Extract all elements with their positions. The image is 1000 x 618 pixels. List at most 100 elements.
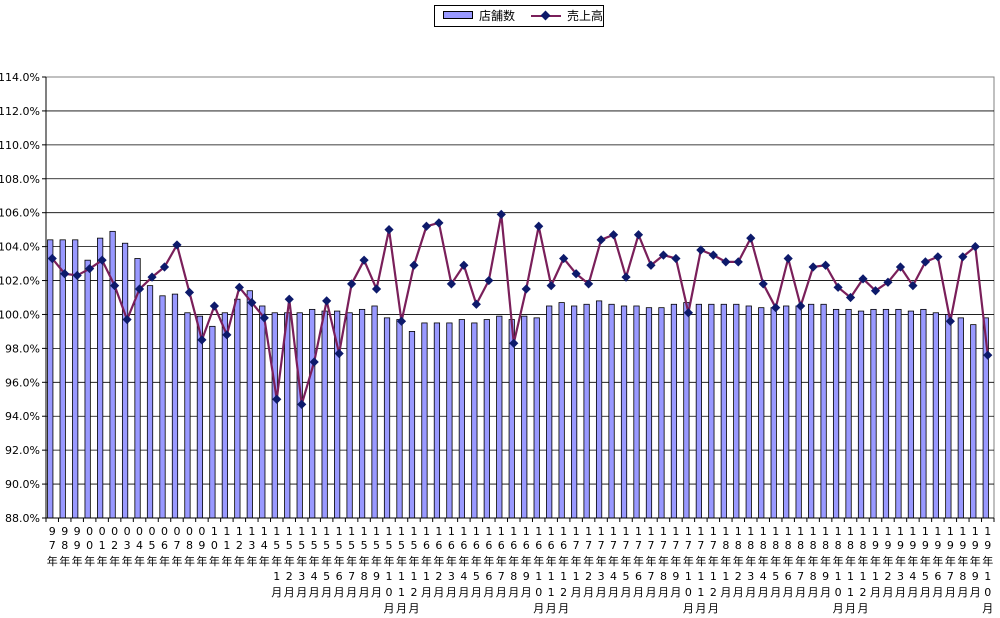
x-tick-label: 1	[685, 570, 692, 583]
x-tick-label: 9	[922, 539, 929, 552]
y-axis: 88.0% 90.0% 92.0% 94.0% 96.0% 98.0% 100.0% 102.…	[0, 71, 47, 525]
x-tick-label: 月	[371, 586, 382, 599]
x-tick-label: 1	[847, 525, 854, 538]
bar-stores	[558, 302, 565, 519]
x-tick-label: 5	[398, 539, 405, 552]
x-tick-label: 0	[835, 586, 842, 599]
x-tick-label: 1	[835, 570, 842, 583]
x-tick-label: 8	[847, 539, 854, 552]
x-tick-label: 6	[548, 539, 555, 552]
x-tick-label: 4	[760, 570, 767, 583]
bar-stores	[857, 310, 865, 519]
x-tick-label: 1	[398, 570, 405, 583]
x-tick-label: 1	[535, 570, 542, 583]
x-tick-label: 1	[835, 525, 842, 538]
sales-marker	[359, 255, 369, 265]
x-tick-label: 1	[623, 525, 630, 538]
bar-stores	[508, 319, 515, 519]
x-tick-label: 8	[735, 539, 742, 552]
sales-marker	[608, 230, 619, 240]
x-tick-label: 月	[720, 586, 731, 599]
x-tick-label: 0	[86, 525, 93, 538]
bar-stores	[645, 307, 653, 519]
sales-marker	[409, 260, 419, 270]
x-tick-label: 月	[546, 602, 557, 615]
x-tick-label: 年	[122, 554, 133, 568]
x-tick-label: 0	[124, 525, 131, 538]
x-tick-label: 8	[822, 539, 829, 552]
x-tick-label: 8	[61, 539, 68, 552]
x-tick-label: 月	[296, 586, 307, 599]
x-tick-label: 9	[373, 570, 380, 583]
bar-stores	[196, 315, 204, 519]
x-tick-label: 9	[959, 539, 966, 552]
x-tick-label: 9	[872, 539, 879, 552]
x-tick-label: 9	[61, 525, 68, 538]
x-tick-label: 1	[548, 586, 555, 599]
x-tick-label: 年	[259, 554, 270, 568]
x-tick-label: 1	[872, 570, 879, 583]
x-tick-label: 2	[286, 570, 293, 583]
x-tick-label: 2	[435, 570, 442, 583]
sales-marker	[122, 314, 132, 325]
x-tick-label: 年	[421, 554, 432, 568]
x-tick-label: 9	[74, 539, 81, 552]
y-tick-label: 94.0%	[5, 410, 40, 423]
sales-marker	[621, 272, 631, 282]
x-tick-label: 年	[870, 554, 881, 568]
x-tick-label: 年	[695, 554, 706, 568]
x-tick-label: 年	[833, 554, 844, 568]
bar-stores	[845, 308, 852, 519]
x-tick-label: 年	[496, 554, 507, 568]
sales-marker	[509, 338, 519, 348]
x-tick-label: 月	[558, 602, 569, 615]
x-tick-label: 7	[610, 539, 617, 552]
x-tick-label: 9	[49, 525, 56, 538]
x-tick-label: 5	[410, 539, 417, 552]
x-tick-label: 月	[496, 586, 507, 599]
y-tick-label: 90.0%	[5, 478, 40, 491]
x-tick-label: 月	[808, 586, 819, 599]
sales-marker	[247, 297, 257, 308]
x-tick-label: 年	[533, 554, 544, 568]
x-tick-label: 年	[558, 554, 569, 568]
x-tick-label: 1	[273, 525, 280, 538]
x-tick-label: 1	[722, 570, 729, 583]
x-tick-label: 0	[86, 539, 93, 552]
x-tick-label: 1	[697, 586, 704, 599]
x-tick-label: 1	[984, 525, 991, 538]
bar-stores	[483, 319, 490, 519]
x-tick-label: 年	[72, 554, 83, 568]
x-tick-label: 1	[934, 525, 941, 538]
y-tick-label: 112.0%	[0, 105, 40, 118]
x-tick-label: 月	[957, 586, 968, 599]
x-tick-label: 年	[820, 554, 831, 568]
x-tick-label: 年	[284, 554, 295, 568]
x-tick-label: 5	[386, 539, 393, 552]
x-tick-label: 8	[785, 539, 792, 552]
x-tick-label: 1	[785, 525, 792, 538]
x-tick-label: 4	[311, 570, 318, 583]
bar-stores	[446, 322, 453, 519]
x-tick-label: 1	[872, 525, 879, 538]
sales-line	[51, 213, 989, 406]
bar-stores	[695, 303, 702, 519]
x-tick-label: 8	[810, 539, 817, 552]
x-tick-label: 年	[458, 554, 469, 568]
x-tick-label: 6	[485, 570, 492, 583]
x-tick-label: 月	[795, 586, 806, 599]
x-tick-label: 1	[373, 525, 380, 538]
sales-marker	[858, 274, 868, 284]
legend-bar-swatch	[443, 11, 473, 19]
x-tick-label: 5	[473, 570, 480, 583]
x-tick-label: 年	[583, 554, 594, 568]
x-tick-label: 月	[446, 586, 457, 599]
x-tick-label: 1	[236, 525, 243, 538]
x-tick-label: 6	[785, 570, 792, 583]
bar-stores	[346, 312, 353, 519]
bar-stores	[808, 303, 815, 519]
x-tick-label: 1	[298, 525, 305, 538]
bar-stores	[159, 295, 166, 519]
bar-stores	[620, 305, 628, 519]
sales-marker	[147, 272, 157, 282]
